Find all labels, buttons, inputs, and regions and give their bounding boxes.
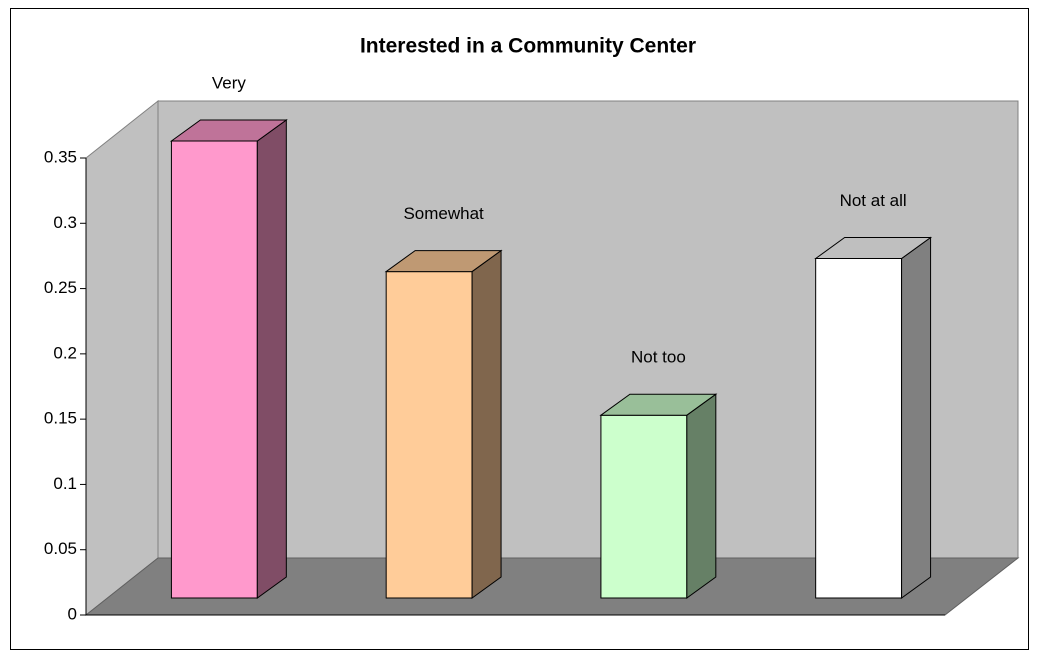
bar-front — [600, 414, 688, 599]
bar-top — [384, 250, 503, 273]
side-wall — [85, 99, 159, 617]
bar-label: Not at all — [840, 191, 907, 210]
bar — [169, 119, 288, 599]
bar — [814, 236, 933, 599]
y-tick-label: 0.35 — [44, 147, 77, 166]
y-tick-label: 0.25 — [44, 278, 77, 297]
bar-top — [169, 119, 288, 142]
bar-top — [599, 393, 718, 416]
bar-side — [901, 236, 932, 599]
bar-label: Somewhat — [403, 204, 484, 223]
bar — [599, 393, 718, 599]
y-tick-label: 0.2 — [53, 343, 77, 362]
y-tick-label: 0.3 — [53, 213, 77, 232]
y-tick-label: 0.05 — [44, 539, 77, 558]
bar-front — [815, 258, 903, 599]
bar-side — [256, 119, 287, 599]
bar-side — [471, 249, 502, 599]
bar-top — [814, 237, 933, 260]
y-tick-label: 0.1 — [53, 474, 77, 493]
y-tick-label: 0 — [68, 604, 77, 623]
bar-label: Very — [212, 73, 247, 92]
bar-side — [686, 393, 717, 599]
bar — [384, 249, 503, 599]
bar-front — [170, 140, 258, 599]
bar-label: Not too — [631, 348, 686, 367]
bar-front — [385, 271, 473, 599]
chart-title: Interested in a Community Center — [360, 35, 696, 58]
y-tick-label: 0.15 — [44, 409, 77, 428]
